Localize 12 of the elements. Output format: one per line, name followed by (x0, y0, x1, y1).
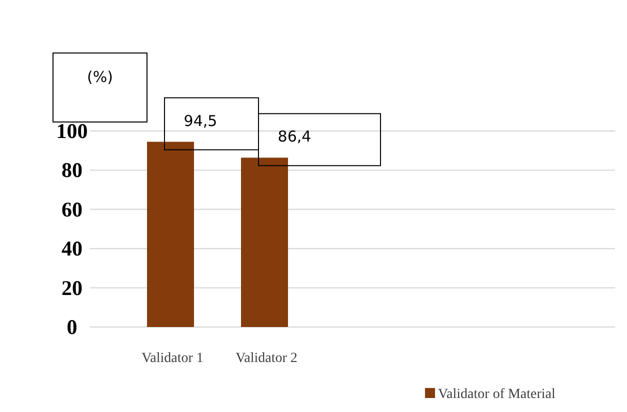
data-label: 94,5 (184, 112, 218, 130)
y-tick-label: 40 (62, 236, 82, 261)
y-tick-label: 0 (66, 315, 78, 339)
x-tick-label: Validator 1 (142, 351, 204, 366)
y-tick-label: 80 (62, 158, 82, 182)
y-tick-label: 20 (62, 276, 82, 300)
legend-label: Validator of Material (438, 387, 556, 402)
y-tick-label: 100 (56, 119, 88, 143)
data-label: 86,4 (278, 128, 312, 146)
x-tick-label: Validator 2 (236, 351, 298, 366)
y-axis-title: (%) (87, 68, 113, 86)
y-tick-label: 60 (62, 197, 82, 222)
